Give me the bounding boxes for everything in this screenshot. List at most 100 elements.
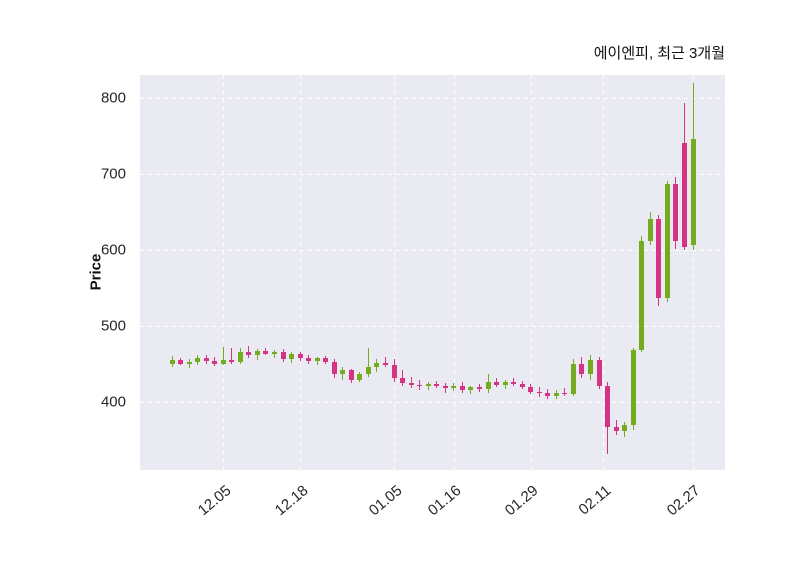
x-tick-label-text: 01.29 (501, 482, 542, 520)
candle-body (186, 362, 192, 364)
candle-body (630, 349, 636, 426)
x-tick-label-text: 02.27 (664, 482, 704, 520)
candle-body (229, 359, 235, 363)
x-tick-label-text: 12.05 (194, 482, 235, 520)
candle-body (613, 427, 619, 432)
candle-body (639, 241, 645, 350)
y-axis: 400 500 600 700 800 (0, 75, 132, 470)
candle-body (417, 384, 423, 387)
candle-body (263, 350, 269, 354)
x-tick-label-text: 01.05 (365, 482, 405, 520)
gridline (394, 75, 396, 470)
gridline (530, 75, 532, 470)
candle-body (673, 184, 679, 242)
candle-body (365, 366, 371, 375)
gridline (603, 75, 605, 470)
candle-wick (564, 387, 566, 397)
candle-body (442, 386, 448, 388)
gridline (140, 249, 725, 251)
candle-body (280, 351, 286, 360)
candle-body (289, 353, 295, 360)
candle-body (451, 385, 457, 388)
gridline (140, 325, 725, 327)
candle-body (425, 384, 431, 387)
x-axis: 12.05 12.18 01.05 01.16 01.29 02.11 02.27 (140, 470, 725, 575)
candle-wick (367, 347, 369, 378)
candle-body (391, 365, 397, 379)
candle-wick (222, 346, 224, 366)
candle-wick (410, 376, 412, 388)
candle-body (434, 384, 440, 387)
candle-wick (273, 349, 275, 358)
candle-body (195, 357, 201, 363)
candle-body (220, 359, 226, 364)
y-tick-label: 800 (100, 89, 126, 107)
candle-body (408, 382, 414, 385)
candle-body (664, 184, 670, 299)
candle-body (254, 350, 260, 356)
candle-body (536, 391, 542, 394)
candle-body (374, 362, 380, 367)
candle-wick (419, 379, 421, 391)
candle-body (596, 359, 602, 386)
x-tick-label-text: 01.16 (425, 482, 465, 520)
gridline (453, 75, 455, 470)
candle-body (178, 359, 184, 364)
candle-body (656, 218, 662, 299)
candle-body (485, 381, 491, 390)
candle-body (271, 351, 277, 354)
plot-area (140, 75, 725, 470)
candle-body (169, 359, 175, 364)
candle-body (690, 138, 696, 246)
candle-body (545, 393, 551, 396)
candle-body (468, 387, 474, 391)
candle-body (494, 381, 500, 385)
candle-body (528, 387, 534, 392)
candle-wick (188, 359, 190, 369)
candle-body (553, 392, 559, 396)
x-tick-label-text: 12.18 (271, 482, 312, 520)
gridline (140, 401, 725, 403)
candle-body (681, 142, 687, 248)
candle-body (357, 374, 363, 380)
candle-body (647, 218, 653, 242)
candle-body (306, 358, 312, 362)
candle-body (400, 378, 406, 383)
candle-body (314, 358, 320, 362)
candle-body (588, 359, 593, 375)
candle-body (605, 385, 611, 428)
gridline (693, 75, 694, 470)
candle-body (323, 358, 329, 363)
candle-body (459, 385, 465, 391)
candle-body (562, 392, 568, 395)
candle-wick (248, 346, 250, 359)
y-tick-label: 700 (100, 165, 126, 183)
candle-body (348, 370, 354, 380)
candle-body (237, 352, 243, 363)
candle-body (246, 352, 252, 356)
candle-body (331, 362, 337, 375)
candle-body (383, 362, 389, 366)
x-tick-label-text: 02.11 (575, 482, 615, 519)
y-tick-label: 400 (100, 393, 126, 411)
candle-body (511, 381, 517, 385)
candle-body (622, 425, 628, 432)
candle-wick (214, 356, 216, 366)
candle-body (297, 353, 303, 359)
gridline (140, 97, 725, 99)
candle-wick (385, 356, 387, 368)
candle-body (570, 363, 576, 395)
candle-body (502, 381, 508, 385)
candle-body (579, 363, 585, 375)
candle-body (476, 387, 482, 390)
candle-wick (231, 348, 233, 364)
gridline (140, 173, 725, 175)
candle-body (212, 361, 218, 364)
candle-body (519, 384, 525, 388)
chart-title: 에이엔피, 최근 3개월 (593, 45, 725, 62)
candle-body (340, 370, 346, 375)
candle-body (203, 357, 209, 362)
y-tick-label: 500 (100, 317, 126, 335)
gridline (223, 75, 225, 470)
